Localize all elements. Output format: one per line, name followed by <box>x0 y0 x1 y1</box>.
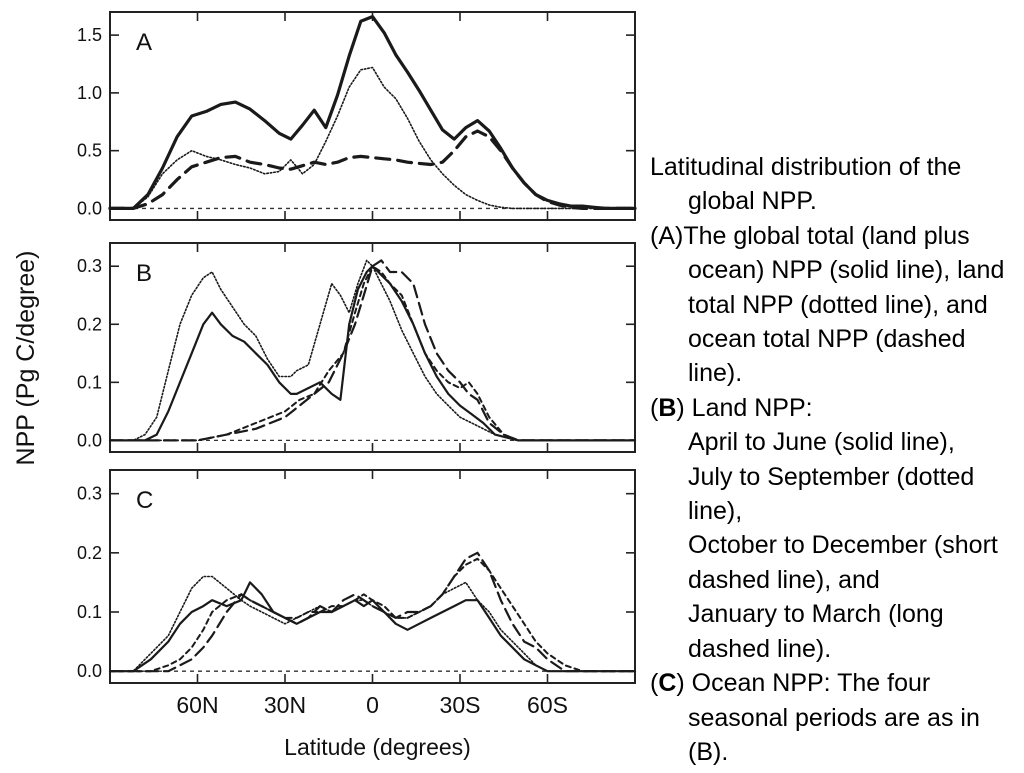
series-line-dotted <box>109 259 636 442</box>
panel-B: 0.0 0.1 0.2 0.3 B <box>77 242 637 453</box>
panel-frame <box>109 11 636 221</box>
caption-b-line2: July to September (dotted line), <box>688 462 975 526</box>
y-tick-label: 0.5 <box>77 141 102 161</box>
caption-b-open: ( <box>650 393 659 422</box>
panel-frame <box>109 242 636 453</box>
caption-c-open: ( <box>650 669 659 698</box>
y-axis-label: NPP (Pg C/degree) <box>12 251 40 466</box>
x-tick-label: 60N <box>176 692 218 718</box>
caption-c-letter: C <box>658 669 677 698</box>
series-line-dashed <box>108 129 637 210</box>
chart-svg: 0.0 0.5 1.0 1.5 A 0.0 0.1 0.2 0.3 B 0.0 0.1 0.2 0.3 C 6… <box>12 11 637 760</box>
series-line-solid <box>108 265 637 442</box>
x-tick-label: 60S <box>527 692 568 718</box>
panel-label: C <box>136 487 153 514</box>
panel-label: A <box>136 29 152 56</box>
npp-figure: 0.0 0.5 1.0 1.5 A 0.0 0.1 0.2 0.3 B 0.0 0.1 0.2 0.3 C 6… <box>12 11 637 760</box>
caption-part-c: (C) Ocean NPP: The four seasonal periods… <box>650 666 1022 769</box>
x-tick-label: 0 <box>366 692 379 718</box>
caption-a-prefix: (A) <box>650 221 684 250</box>
panel-label: B <box>136 260 152 287</box>
series-line-solid <box>108 581 637 673</box>
y-tick-label: 0.2 <box>77 314 102 334</box>
caption-part-b: (B) Land NPP: <box>650 391 1022 425</box>
series-line-long-dashed <box>108 259 637 442</box>
y-tick-label: 1.0 <box>77 83 102 103</box>
y-tick-label: 0.0 <box>77 430 102 450</box>
series-line-dotted <box>109 575 636 672</box>
caption-b-rest: ) Land NPP: <box>676 393 813 422</box>
x-axis-label: Latitude (degrees) <box>284 734 471 760</box>
y-tick-label: 1.5 <box>77 25 102 45</box>
x-tick-label: 30N <box>264 692 306 718</box>
x-tick-label: 30S <box>440 692 481 718</box>
caption-title: Latitudinal distribution of the global N… <box>650 153 962 216</box>
y-tick-label: 0.0 <box>77 661 102 681</box>
caption-c-rest: ) Ocean NPP: The four seasonal periods a… <box>676 669 980 766</box>
series-line-dotted <box>109 66 636 210</box>
caption-b-line3: October to December (short dashed line),… <box>688 531 998 594</box>
panel-A: 0.0 0.5 1.0 1.5 A <box>77 11 637 221</box>
y-tick-label: 0.3 <box>77 484 102 504</box>
caption-a-text: The global total (land plus ocean) NPP (… <box>683 221 1005 388</box>
figure-caption: Latitudinal distribution of the global N… <box>650 150 1022 769</box>
caption-b-line1: April to June (solid line), <box>688 428 955 457</box>
caption-b-letter: B <box>658 393 677 422</box>
series-line-short-dashed <box>109 557 636 673</box>
series-line-solid-thick <box>108 15 637 210</box>
series-line-short-dashed <box>109 265 636 442</box>
y-tick-label: 0.2 <box>77 543 102 563</box>
y-tick-label: 0.3 <box>77 256 102 276</box>
panel-C: 0.0 0.1 0.2 0.3 C <box>77 469 637 684</box>
y-tick-label: 0.0 <box>77 198 102 218</box>
caption-b-line4: January to March (long dashed line). <box>688 600 944 663</box>
caption-part-a: (A)The global total (land plus ocean) NP… <box>650 219 1022 391</box>
y-tick-label: 0.1 <box>77 602 102 622</box>
series-line-long-dashed <box>108 551 637 673</box>
y-tick-label: 0.1 <box>77 372 102 392</box>
